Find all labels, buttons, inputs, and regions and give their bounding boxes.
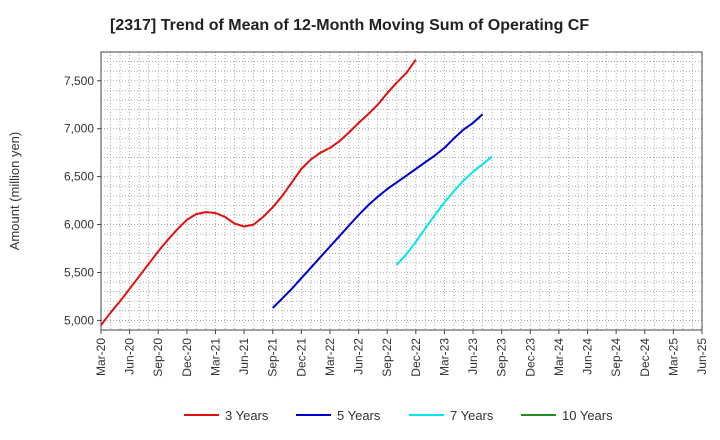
x-tick-label: Sep-23 bbox=[495, 338, 509, 377]
x-tick-label: Mar-20 bbox=[94, 338, 108, 376]
x-tick-label: Dec-21 bbox=[294, 338, 308, 377]
legend-label: 3 Years bbox=[225, 408, 269, 423]
x-tick-label: Mar-24 bbox=[552, 338, 566, 376]
x-tick-label: Mar-21 bbox=[208, 338, 222, 376]
x-tick-label: Dec-22 bbox=[409, 338, 423, 377]
x-tick-label: Jun-20 bbox=[123, 338, 137, 375]
x-tick-label: Sep-24 bbox=[609, 338, 623, 377]
x-tick-label: Dec-20 bbox=[180, 338, 194, 377]
x-axis-ticks: Mar-20 Jun-20 Sep-20 Dec-20 Mar-21 Jun-21 Sep-… bbox=[94, 330, 709, 377]
plot-frame bbox=[100, 51, 703, 331]
grid bbox=[101, 52, 702, 330]
x-tick-label: Jun-21 bbox=[237, 338, 251, 375]
y-tick-label: 6,000 bbox=[64, 218, 94, 232]
x-tick-label: Jun-24 bbox=[581, 338, 595, 375]
legend-label: 5 Years bbox=[337, 408, 381, 423]
series-lines bbox=[100, 59, 493, 326]
x-tick-label: Sep-22 bbox=[380, 338, 394, 377]
x-tick-label: Mar-25 bbox=[666, 338, 680, 376]
series-line-7-years bbox=[395, 155, 493, 266]
y-tick-label: 7,500 bbox=[64, 74, 94, 88]
x-tick-label: Dec-23 bbox=[523, 338, 537, 377]
x-tick-label: Jun-25 bbox=[695, 338, 709, 375]
legend-label: 10 Years bbox=[562, 408, 613, 423]
y-tick-label: 5,500 bbox=[64, 265, 94, 279]
x-tick-label: Sep-20 bbox=[151, 338, 165, 377]
y-tick-label: 7,000 bbox=[64, 122, 94, 136]
series-line-5-years bbox=[271, 113, 484, 309]
x-tick-label: Mar-23 bbox=[437, 338, 451, 376]
series-line-3-years bbox=[100, 59, 417, 326]
x-tick-label: Dec-24 bbox=[638, 338, 652, 377]
y-axis-ticks: 5,000 5,500 6,000 6,500 7,000 7,500 bbox=[64, 74, 101, 327]
chart-title: [2317] Trend of Mean of 12-Month Moving … bbox=[110, 17, 589, 34]
y-axis-label: Amount (million yen) bbox=[7, 132, 22, 251]
y-tick-label: 6,500 bbox=[64, 170, 94, 184]
x-tick-label: Jun-22 bbox=[352, 338, 366, 375]
x-tick-label: Sep-21 bbox=[266, 338, 280, 377]
legend: 3 Years 5 Years 7 Years 10 Years bbox=[184, 408, 613, 423]
x-tick-label: Mar-22 bbox=[323, 338, 337, 376]
legend-label: 7 Years bbox=[450, 408, 494, 423]
x-tick-label: Jun-23 bbox=[466, 338, 480, 375]
y-tick-label: 5,000 bbox=[64, 313, 94, 327]
